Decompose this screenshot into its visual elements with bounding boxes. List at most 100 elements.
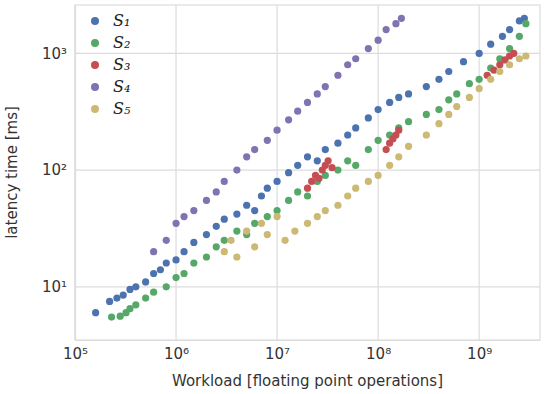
point: [251, 207, 258, 214]
point: [120, 291, 127, 298]
point: [352, 185, 359, 192]
series: [304, 50, 517, 192]
point: [142, 295, 149, 302]
point: [233, 210, 240, 217]
point: [157, 266, 164, 273]
point: [264, 231, 271, 238]
x-axis: 10⁵10⁶10⁷10⁸10⁹: [63, 340, 541, 363]
legend-label: S₄: [113, 77, 130, 96]
point: [466, 80, 473, 87]
point: [516, 33, 523, 40]
point: [375, 37, 382, 44]
point: [285, 116, 292, 123]
point: [163, 237, 170, 244]
point: [466, 94, 473, 101]
point: [273, 178, 280, 185]
point: [294, 162, 301, 169]
tick: 10⁸: [366, 340, 391, 363]
point: [344, 192, 351, 199]
point: [453, 103, 460, 110]
point: [251, 146, 258, 153]
point: [243, 228, 250, 235]
point: [213, 223, 220, 230]
y-grid-line: [75, 53, 540, 54]
point: [386, 162, 393, 169]
point: [163, 259, 170, 266]
point: [322, 83, 329, 90]
point: [510, 50, 517, 57]
point: [132, 283, 139, 290]
point: [392, 20, 399, 27]
point: [190, 259, 197, 266]
point: [203, 231, 210, 238]
point: [304, 99, 311, 106]
point: [264, 185, 271, 192]
point: [506, 61, 513, 68]
point: [172, 274, 179, 281]
point: [344, 157, 351, 164]
point: [365, 114, 372, 121]
point: [476, 50, 483, 57]
point: [285, 169, 292, 176]
point: [233, 167, 240, 174]
point: [516, 55, 523, 62]
point: [150, 270, 157, 277]
point: [506, 26, 513, 33]
point: [304, 192, 311, 199]
point: [221, 216, 228, 223]
point: [445, 96, 452, 103]
point: [375, 137, 382, 144]
point: [398, 15, 405, 22]
point: [522, 52, 529, 59]
point: [460, 58, 467, 65]
point: [180, 213, 187, 220]
point: [304, 153, 311, 160]
chart: 10⁵10⁶10⁷10⁸10⁹10¹10²10³S₁S₂S₃S₄S₅Worklo…: [0, 0, 546, 394]
point: [405, 143, 412, 150]
legend-label: S₁: [113, 11, 130, 30]
tick: 10³: [42, 45, 75, 63]
plot: 10⁵10⁶10⁷10⁸10⁹10¹10²10³S₁S₂S₃S₄S₅: [42, 5, 541, 363]
point: [395, 127, 402, 134]
point: [334, 202, 341, 209]
tick: 10⁶: [164, 340, 189, 363]
point: [476, 76, 483, 83]
point: [365, 45, 372, 52]
point: [190, 207, 197, 214]
point: [383, 146, 390, 153]
tick: 10⁹: [467, 340, 492, 363]
point: [352, 124, 359, 131]
legend-entry: S₂: [91, 33, 130, 52]
series: [221, 52, 530, 260]
legend-label: S₃: [113, 55, 130, 74]
point: [375, 172, 382, 179]
legend-marker: [91, 39, 99, 47]
point: [365, 178, 372, 185]
point: [180, 270, 187, 277]
point: [308, 178, 315, 185]
x-grid-line: [175, 5, 176, 340]
series: [108, 20, 530, 321]
legend-entry: S₅: [91, 99, 131, 118]
legend-entry: S₃: [91, 55, 130, 74]
point: [227, 237, 234, 244]
point: [258, 220, 265, 227]
legend: S₁ S₂ S₃ S₄ S₅: [91, 11, 131, 118]
point: [325, 157, 332, 164]
axis-line: [76, 340, 541, 341]
point: [314, 213, 321, 220]
legend-entry: S₄: [91, 77, 130, 96]
legend-entry: S₁: [91, 11, 130, 30]
point: [487, 76, 494, 83]
point: [334, 140, 341, 147]
point: [496, 68, 503, 75]
tick-label: 10⁹: [467, 345, 492, 363]
tick: 10⁵: [63, 340, 88, 363]
point: [314, 157, 321, 164]
legend-label: S₅: [113, 99, 131, 118]
point: [92, 309, 99, 316]
point: [435, 76, 442, 83]
point: [395, 153, 402, 160]
point: [243, 202, 250, 209]
y-axis-title: latency time [ms]: [3, 106, 21, 239]
